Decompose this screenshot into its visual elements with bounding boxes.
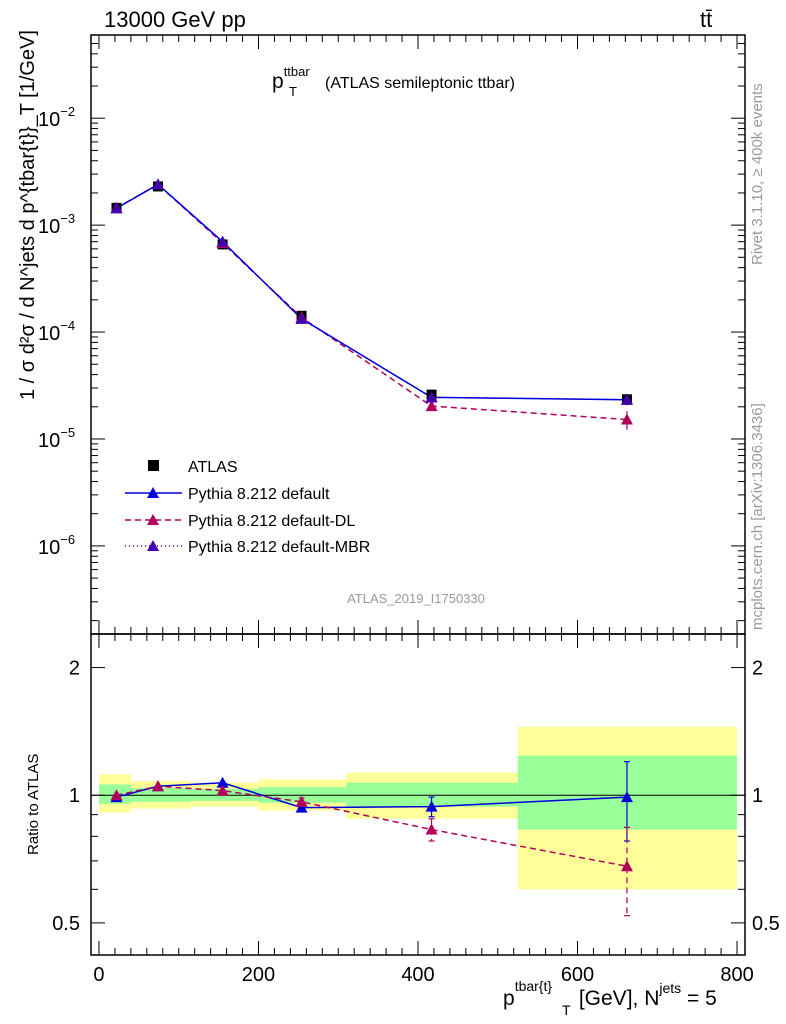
x-tick-label-2: 400	[401, 964, 434, 986]
ratio-marker-1-2	[216, 784, 229, 796]
ratio-marker-0-3	[295, 801, 308, 813]
legend-marker-2	[147, 514, 159, 525]
ratio-ytick-label-right-1: 1	[752, 785, 763, 807]
process-label: 13000 GeV pp	[104, 7, 246, 32]
ratio-ytick-label-right-2: 0.5	[752, 913, 780, 935]
x-tick-label-3: 600	[561, 964, 594, 986]
main-ytick-label-3: 10−5	[38, 425, 75, 452]
legend: ATLAS Pythia 8.212 default Pythia 8.212 de…	[125, 459, 370, 556]
ratio-marker-1-0	[110, 789, 123, 801]
main-ytick-exp: −2	[60, 104, 75, 119]
ratio-ytick-label-left-2: 0.5	[52, 913, 80, 935]
main-line-1	[116, 183, 627, 401]
ttbar-symbol: tt̄	[700, 7, 712, 32]
ratio-marker-1-1	[151, 780, 164, 792]
main-ytick-label-4: 10−6	[38, 532, 75, 559]
rivet-label: Rivet 3.1.10, ≥ 400k events	[749, 83, 766, 265]
main-ytick-exp: −3	[60, 211, 75, 226]
main-y-axis-label: 1 / σ d²σ / d N^jets d p^{tbar{t}}_T [1/…	[17, 30, 39, 400]
main-title-p: p	[272, 70, 284, 93]
x-label-rest: [GeV], N	[573, 987, 659, 1010]
main-ytick-label-2: 10−4	[38, 318, 75, 345]
x-label-p: p	[503, 987, 515, 1010]
main-title-rest: (ATLAS semileptonic ttbar)	[325, 75, 515, 92]
analysis-id-label: ATLAS_2019_I1750330	[347, 591, 485, 606]
legend-label-0: ATLAS	[188, 459, 238, 476]
ratio-marker-1-5	[620, 860, 633, 872]
main-ytick-mant: 10	[38, 109, 60, 131]
ratio-ytick-label-right-0: 2	[752, 658, 763, 680]
x-tick-label-1: 200	[242, 964, 275, 986]
ratio-marker-1-3	[295, 795, 308, 807]
legend-marker-1	[147, 487, 159, 498]
ratio-y-axis-label: Ratio to ATLAS	[25, 754, 42, 855]
x-label-sup: tbar{t}	[515, 978, 553, 994]
main-ytick-exp: −6	[60, 532, 75, 547]
legend-marker-atlas	[148, 460, 159, 471]
legend-label-2: Pythia 8.212 default-DL	[188, 513, 355, 530]
ratio-marker-1-4	[425, 823, 438, 835]
mcplots-label: mcplots.cern.ch [arXiv:1306.3436]	[749, 403, 766, 630]
green-band-4	[346, 782, 518, 807]
x-label-end: = 5	[681, 987, 717, 1010]
main-marker-2-4	[425, 400, 438, 412]
x-tick-label-0: 0	[93, 964, 104, 986]
x-label-sup2: jets	[658, 980, 681, 996]
main-ytick-mant: 10	[38, 430, 60, 452]
legend-label-1: Pythia 8.212 default	[188, 486, 330, 503]
ratio-line-1	[116, 785, 628, 867]
main-marker-3-0	[110, 202, 123, 214]
legend-marker-3	[147, 540, 159, 551]
main-ytick-exp: −5	[60, 425, 75, 440]
main-line-2	[116, 183, 628, 421]
main-marker-3-2	[216, 235, 229, 247]
series-lines	[116, 183, 628, 867]
main-ytick-label-1: 10−3	[38, 211, 75, 238]
x-label-sub: T	[562, 1002, 571, 1018]
main-ytick-exp: −4	[60, 318, 75, 333]
ratio-marker-0-2	[216, 776, 229, 788]
main-ytick-mant: 10	[38, 216, 60, 238]
series-points	[110, 178, 633, 917]
ratio-ytick-label-left-0: 2	[69, 658, 80, 680]
main-title-sup: ttbar	[284, 64, 311, 79]
main-marker-3-3	[295, 312, 308, 324]
x-tick-label-4: 800	[720, 964, 753, 986]
x-axis-label: ptbar{t} T [GeV], Njets = 5	[503, 978, 717, 1018]
ratio-ytick-label-left-1: 1	[69, 785, 80, 807]
ratio-marker-0-4	[425, 800, 438, 812]
main-marker-3-1	[151, 178, 164, 190]
main-ytick-mant: 10	[38, 537, 60, 559]
main-marker-3-4	[425, 391, 438, 403]
main-marker-3-5	[620, 393, 633, 405]
main-marker-2-5	[620, 413, 633, 425]
ratio-uncertainty-bands	[98, 726, 738, 890]
main-title: pttbar T (ATLAS semileptonic ttbar)	[272, 64, 515, 99]
main-title-sub: T	[289, 84, 297, 99]
main-ytick-mant: 10	[38, 323, 60, 345]
ratio-marker-0-5	[620, 791, 633, 803]
legend-label-3: Pythia 8.212 default-MBR	[188, 539, 370, 556]
main-ytick-label-0: 10−2	[38, 104, 75, 131]
